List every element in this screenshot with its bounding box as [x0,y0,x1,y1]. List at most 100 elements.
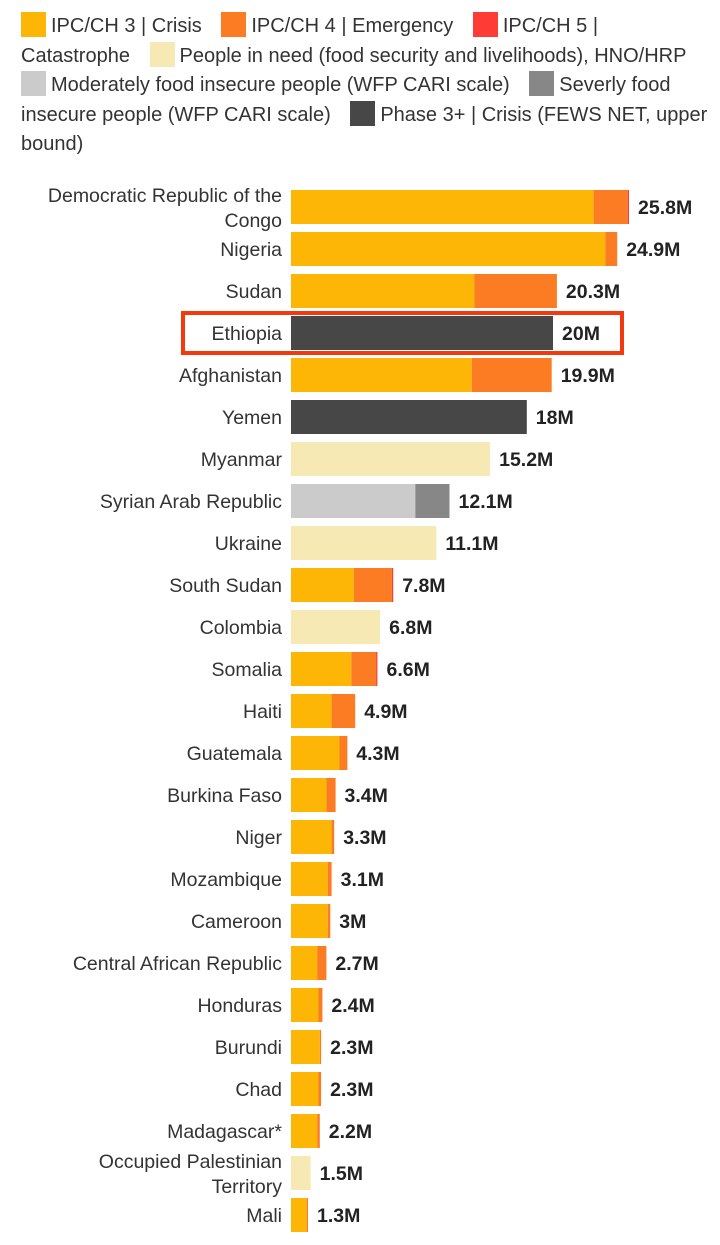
legend-item: Severly food insecure people (WFP CARI s… [21,71,670,126]
bar-row: Afghanistan 19.9M [179,358,615,392]
value-label: 11.1M [445,533,498,555]
category-label: Mozambique [170,869,282,891]
bar-segment [291,400,527,434]
bar-segment [291,610,381,644]
category-label: Somalia [212,659,283,681]
bar-segment [319,1030,322,1064]
value-label: 18M [536,407,574,429]
legend-swatch-icon [472,12,498,37]
bar-row: Burkina Faso 3.4M [167,778,388,812]
value-label: 2.3M [330,1037,373,1059]
bar-segment [353,568,392,602]
bar-row: Syrian Arab Republic 12.1M [100,484,513,518]
value-label: 6.6M [387,659,430,681]
legend-swatch-icon [21,12,46,37]
bar-segment [291,526,437,560]
bar-segment [291,862,328,896]
bar-segment [351,652,377,686]
legend-item: IPC/CH 3 | Crisis [21,12,202,37]
bar-segment [291,736,340,770]
legend-label: IPC/CH 3 | Crisis [51,15,202,37]
value-label: 12.1M [459,491,513,513]
category-label-line: Occupied Palestinian [99,1151,282,1173]
bar-row: Democratic Republic of the Congo 25.8M [48,185,692,232]
category-label: Sudan [226,281,282,303]
category-label: Mali [246,1205,282,1227]
bar-segment [291,1156,311,1190]
bar-segment [291,820,332,854]
bar-segment [291,946,318,980]
bar-row: Myanmar 15.2M [201,442,553,476]
legend-label: Moderately food insecure people (WFP CAR… [51,74,510,96]
bar-segment [291,1072,319,1106]
legend-label: People in need (food security and liveli… [179,44,687,67]
bar-segment [291,190,594,224]
bar-row: South Sudan 7.8M [169,568,446,602]
bar-segment [593,190,628,224]
bar-segment [391,568,394,602]
legend-swatch-icon [149,41,175,67]
bar-row: Burundi 2.3M [215,1030,373,1064]
bar-segment [291,358,472,392]
value-label: 3.1M [341,869,384,891]
bar-segment [291,568,354,602]
bar-segment [291,316,553,350]
category-label: Guatemala [187,743,283,765]
bar-segment [339,736,348,770]
bar-row: Nigeria 24.9M [220,232,680,266]
value-label: 3.4M [345,785,388,807]
value-label: 2.2M [329,1121,372,1143]
legend-item: People in need (food security and liveli… [149,41,687,67]
bar-row: Mozambique 3.1M [170,862,384,896]
category-label: Niger [235,827,282,849]
bar-segment [317,946,327,980]
legend-swatch-icon [221,12,247,37]
bar-row: Guatemala 4.3M [187,736,400,770]
bar-segment [291,1030,320,1064]
chart-legend: IPC/CH 3 | Crisis IPC/CH 4 | Emergency I… [21,12,711,160]
category-label: Myanmar [201,449,283,471]
category-label: Democratic Republic of the Congo [48,185,282,232]
legend-swatch-icon [21,71,46,96]
bar-row: Ukraine 11.1M [215,526,499,560]
legend-swatch-icon [529,71,555,96]
category-label: Central African Republic [73,953,282,975]
category-label: Burkina Faso [167,785,282,807]
value-label: 1.5M [320,1163,363,1185]
bar-segment [327,862,332,896]
bar-row: Occupied Palestinian Territory 1.5M [99,1151,363,1198]
bar-segment [291,442,491,476]
category-label: Ukraine [215,533,282,555]
category-label: Syrian Arab Republic [100,491,282,513]
bar-row: Yemen 18M [222,400,574,434]
value-label: 2.4M [331,995,374,1017]
value-label: 20M [562,323,600,345]
category-label: South Sudan [169,575,282,597]
legend-item: IPC/CH 5 | Catastrophe [21,12,598,67]
value-label: 24.9M [626,239,680,261]
value-label: 2.3M [330,1079,373,1101]
legend-swatch-icon [350,100,376,126]
bar-row: Ethiopia 20M [181,311,624,355]
legend-label: IPC/CH 4 | Emergency [251,15,454,37]
value-label: 19.9M [561,365,615,387]
bar-segment [291,1198,307,1232]
bar-row: Sudan 20.3M [226,274,620,308]
value-label: 1.3M [317,1205,360,1227]
value-label: 7.8M [402,575,445,597]
legend-item: IPC/CH 4 | Emergency [221,12,454,37]
value-label: 15.2M [499,449,553,471]
bar-segment [291,232,606,266]
bar-segment [306,1198,308,1232]
value-label: 3.3M [343,827,386,849]
value-label: 3M [339,911,366,933]
category-label: Chad [235,1079,282,1101]
category-label: Afghanistan [179,365,282,387]
bar-segment [291,778,327,812]
value-label: 2.7M [335,953,378,975]
bar-segment [318,1072,322,1106]
value-label: 25.8M [638,197,692,219]
bar-row: Somalia 6.6M [212,652,430,686]
bar-segment [627,190,629,224]
